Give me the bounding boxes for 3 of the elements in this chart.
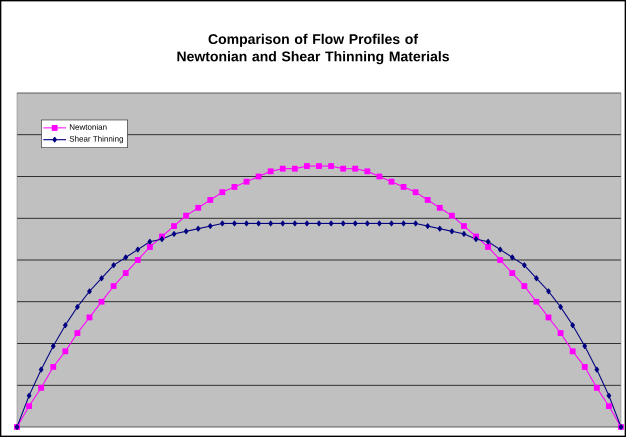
legend-label: Newtonian [70,124,107,130]
legend-label: Shear Thinning [70,136,123,144]
chart-title: Comparison of Flow Profiles of Newtonian and Shear Thinning Materials [177,34,449,64]
